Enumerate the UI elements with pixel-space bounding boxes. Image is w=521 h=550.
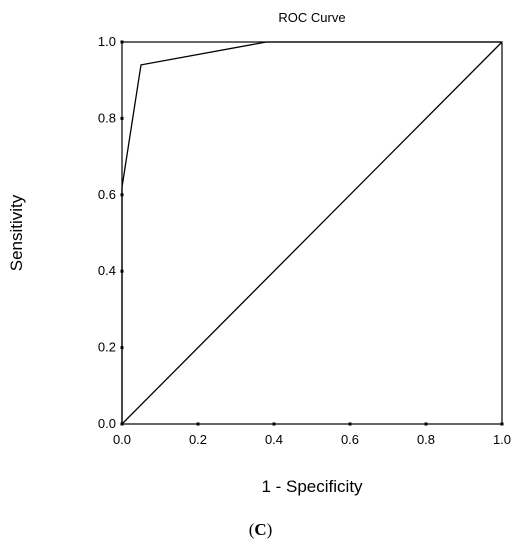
- chart-svg: ROC Curve 1 - Specificity Sensitivity 0.…: [7, 10, 511, 496]
- figure-caption: (C): [0, 520, 521, 540]
- series-group: [121, 41, 503, 425]
- y-tick-mark: [120, 116, 124, 120]
- x-tick-mark: [500, 422, 504, 426]
- y-tick-label: 0.8: [98, 110, 116, 125]
- roc-curve-line: [121, 41, 502, 424]
- caption-letter: C: [254, 520, 267, 539]
- x-tick-label: 0.8: [417, 432, 435, 447]
- tick-group: 0.0 0.2 0.4 0.6 0.8 1.0 0.0 0.2 0.4 0.6 0.8 1.0: [98, 34, 511, 447]
- y-tick-label: 0.4: [98, 263, 116, 278]
- chart-title: ROC Curve: [278, 10, 345, 25]
- y-tick-label: 0.6: [98, 187, 116, 202]
- x-tick-label: 0.2: [189, 432, 207, 447]
- y-axis-label: Sensitivity: [7, 194, 26, 271]
- x-tick-label: 0.6: [341, 432, 359, 447]
- x-tick-mark: [196, 422, 200, 426]
- x-tick-label: 0.4: [265, 432, 283, 447]
- x-tick-mark: [348, 422, 352, 426]
- y-tick-label: 0.2: [98, 340, 116, 355]
- x-tick-mark: [272, 422, 276, 426]
- x-tick-mark: [424, 422, 428, 426]
- x-tick-label: 1.0: [493, 432, 511, 447]
- y-tick-label: 0.0: [98, 416, 116, 431]
- caption-open: (: [248, 520, 255, 539]
- reference-diagonal-line: [121, 41, 503, 425]
- caption-close: ): [266, 520, 273, 539]
- y-tick-label: 1.0: [98, 34, 116, 49]
- x-tick-label: 0.0: [113, 432, 131, 447]
- x-axis-label: 1 - Specificity: [261, 477, 363, 496]
- y-tick-mark: [120, 40, 124, 44]
